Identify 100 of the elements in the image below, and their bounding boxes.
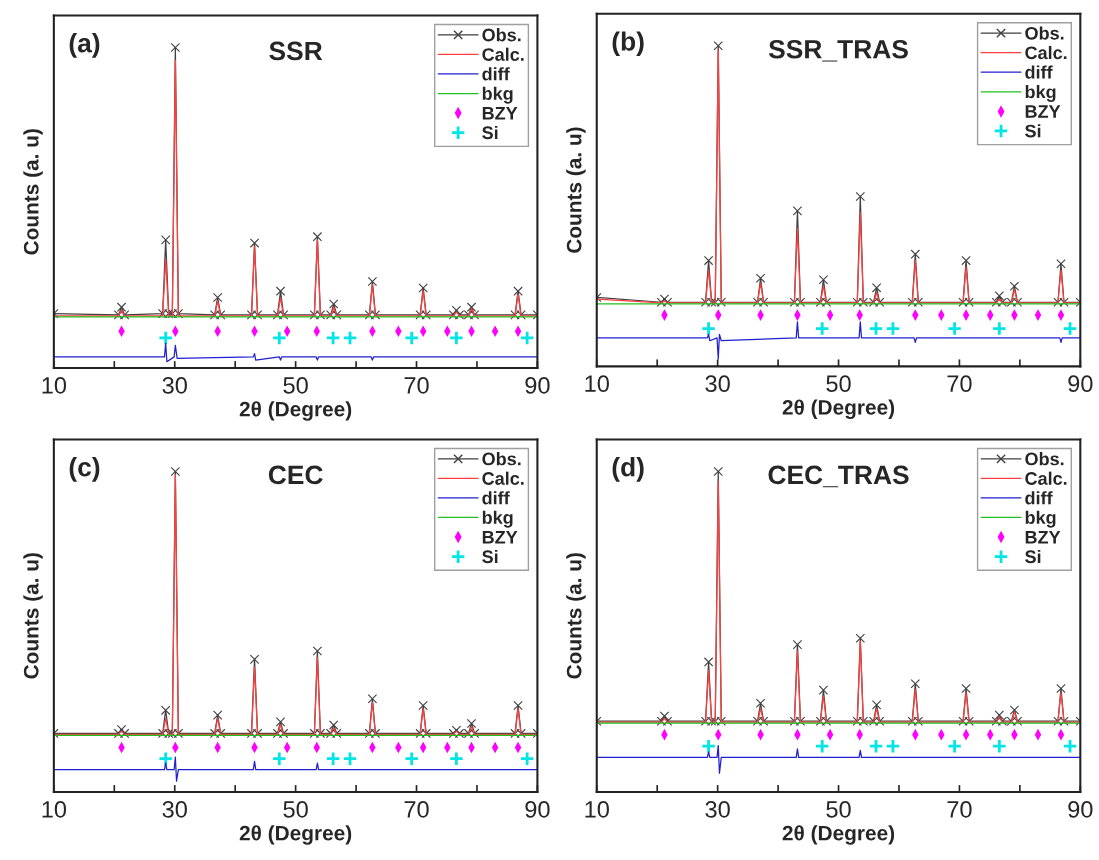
point: [659, 711, 670, 721]
x-tick-label: 50: [826, 375, 851, 393]
point: [519, 330, 535, 346]
legend-label: Calc.: [1025, 45, 1067, 60]
x-tick-label: 70: [404, 801, 429, 818]
point: [325, 751, 341, 767]
point: [792, 206, 803, 216]
legend-label: bkg: [1025, 510, 1056, 528]
point: [466, 302, 477, 312]
legend-label: BZY: [1025, 531, 1061, 544]
point: [755, 698, 766, 708]
point: [868, 738, 884, 754]
point: [325, 330, 341, 346]
point: [519, 751, 535, 767]
point: [871, 283, 882, 293]
legend-label: BZY: [482, 531, 518, 544]
point: [342, 751, 358, 767]
point: [868, 320, 884, 337]
legend-label: Obs.: [482, 28, 521, 42]
legend-label: diff: [1025, 491, 1053, 505]
x-tick-label: 70: [404, 377, 429, 394]
x-axis-title: 2θ (Degree): [239, 825, 352, 845]
point: [818, 685, 829, 695]
x-tick-label: 10: [42, 801, 67, 818]
point: [170, 466, 181, 477]
legend-label: diff: [1025, 65, 1053, 79]
point: [818, 275, 829, 285]
point: [700, 320, 717, 337]
x-tick-label: 90: [525, 377, 550, 394]
point: [513, 700, 523, 711]
legend-label: Calc.: [482, 471, 524, 485]
point: [713, 466, 723, 477]
point: [158, 751, 174, 767]
point: [312, 231, 323, 242]
point: [991, 738, 1007, 754]
point: [418, 700, 428, 711]
y-axis-title: Counts (a. u): [23, 553, 43, 679]
point: [116, 302, 127, 312]
x-tick-label: 70: [947, 375, 972, 393]
point: [271, 330, 287, 346]
point: [328, 720, 339, 730]
point: [994, 710, 1005, 720]
point: [855, 633, 866, 643]
point: [885, 738, 901, 754]
point: [792, 639, 803, 650]
y-axis-title: Counts (a. u): [23, 129, 43, 255]
annotation: (a): [69, 33, 100, 58]
legend-label: BZY: [482, 107, 518, 120]
x-tick-label: 30: [162, 801, 187, 818]
point: [1062, 320, 1078, 337]
x-tick-label: 30: [162, 377, 187, 394]
point: [1009, 705, 1020, 715]
y-axis-title: Counts (a. u): [566, 553, 586, 679]
point: [249, 654, 260, 665]
point: [212, 710, 223, 720]
point: [946, 738, 963, 754]
annotation: (d): [612, 457, 644, 482]
legend-label: Calc.: [1025, 471, 1067, 485]
point: [961, 683, 971, 694]
x-tick-label: 90: [1068, 801, 1093, 818]
x-axis-title: 2θ (Degree): [239, 401, 352, 421]
point: [910, 678, 921, 689]
x-tick-label: 90: [1068, 375, 1093, 393]
x-tick-label: 70: [947, 801, 972, 818]
legend-label: Obs.: [482, 452, 521, 466]
point: [700, 738, 717, 754]
point: [404, 330, 420, 346]
x-tick-label: 50: [283, 377, 308, 394]
point: [448, 751, 465, 767]
point: [1009, 281, 1020, 291]
x-tick-label: 10: [42, 377, 67, 394]
point: [367, 276, 378, 287]
x-axis-title: 2θ (Degree): [782, 825, 895, 845]
point: [328, 299, 339, 309]
point: [275, 286, 286, 296]
point: [404, 751, 420, 767]
point: [249, 238, 260, 248]
point: [160, 705, 171, 716]
point: [418, 283, 428, 293]
point: [1056, 259, 1066, 269]
legend-label: Si: [482, 125, 498, 140]
point: [703, 657, 714, 667]
legend-label: Si: [1025, 124, 1041, 138]
x-tick-label: 30: [705, 375, 730, 393]
point: [448, 330, 465, 346]
x-tick-label: 30: [705, 801, 730, 818]
point: [312, 646, 323, 656]
x-tick-label: 10: [585, 375, 609, 393]
legend-label: Obs.: [1025, 452, 1064, 466]
point: [342, 330, 358, 346]
point: [703, 255, 714, 266]
annotation: (c): [69, 457, 100, 482]
annotation: (b): [612, 31, 644, 56]
point: [885, 320, 901, 337]
point: [814, 738, 830, 754]
point: [855, 191, 866, 202]
x-tick-label: 50: [283, 801, 308, 818]
point: [271, 751, 287, 767]
point: [451, 305, 462, 316]
point: [212, 292, 223, 303]
